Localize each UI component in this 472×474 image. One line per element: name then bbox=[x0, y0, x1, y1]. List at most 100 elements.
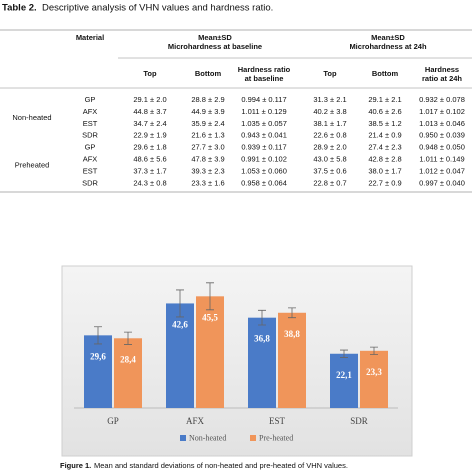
bar bbox=[248, 317, 276, 408]
cell: 44.9 ± 3.9 bbox=[191, 107, 224, 116]
cell: 48.6 ± 5.6 bbox=[133, 154, 166, 163]
bar bbox=[360, 350, 388, 408]
cell: 28.8 ± 2.9 bbox=[191, 95, 224, 104]
value-label: 38,8 bbox=[284, 329, 300, 339]
cell: 1.035 ± 0.057 bbox=[241, 119, 287, 128]
cell: 31.3 ± 2.1 bbox=[313, 95, 346, 104]
cell: 0.994 ± 0.117 bbox=[241, 95, 286, 104]
cell: 28.9 ± 2.0 bbox=[313, 143, 346, 152]
cell: 0.948 ± 0.050 bbox=[419, 143, 465, 152]
column-header: Bottom bbox=[372, 69, 399, 78]
column-header: at baseline bbox=[245, 74, 284, 83]
cell: 0.939 ± 0.117 bbox=[241, 143, 286, 152]
x-tick-label: EST bbox=[269, 416, 286, 426]
column-header: Hardness bbox=[425, 65, 459, 74]
cell: 40.6 ± 2.6 bbox=[368, 107, 401, 116]
x-tick-label: GP bbox=[107, 416, 119, 426]
column-header: Top bbox=[143, 69, 157, 78]
bar bbox=[196, 296, 224, 408]
cell: 37.5 ± 0.6 bbox=[313, 166, 346, 175]
cell: 0.991 ± 0.102 bbox=[241, 154, 287, 163]
cell: 35.9 ± 2.4 bbox=[191, 119, 224, 128]
cell: GP bbox=[85, 143, 96, 152]
cell: 47.8 ± 3.9 bbox=[191, 154, 224, 163]
cell: 42.8 ± 2.8 bbox=[368, 154, 401, 163]
section-label: Preheated bbox=[15, 160, 50, 169]
cell: 24.3 ± 0.8 bbox=[133, 178, 166, 187]
cell: AFX bbox=[83, 107, 98, 116]
value-label: 23,3 bbox=[366, 367, 382, 377]
cell: 0.950 ± 0.039 bbox=[419, 131, 465, 140]
cell: 37.3 ± 1.7 bbox=[133, 166, 166, 175]
cell: 44.8 ± 3.7 bbox=[133, 107, 166, 116]
cell: 29.1 ± 2.1 bbox=[368, 95, 401, 104]
bar bbox=[114, 338, 142, 408]
x-tick-label: SDR bbox=[350, 416, 368, 426]
cell: SDR bbox=[82, 178, 98, 187]
cell: 29.6 ± 1.8 bbox=[133, 143, 166, 152]
cell: 22.6 ± 0.8 bbox=[313, 131, 346, 140]
figure-caption: Mean and standard deviations of non-heat… bbox=[94, 461, 348, 470]
value-label: 29,6 bbox=[90, 351, 106, 361]
cell: AFX bbox=[83, 154, 98, 163]
group-header: Microhardness at baseline bbox=[168, 42, 262, 51]
error-bar bbox=[258, 309, 266, 326]
cell: 22.7 ± 0.9 bbox=[368, 178, 401, 187]
cell: 1.011 ± 0.129 bbox=[241, 107, 286, 116]
figure-label: Figure 1. bbox=[60, 461, 91, 470]
table-title: Descriptive analysis of VHN values and h… bbox=[42, 3, 273, 14]
cell: 0.943 ± 0.041 bbox=[241, 131, 287, 140]
group-header: Mean±SD bbox=[371, 33, 405, 42]
cell: 27.7 ± 3.0 bbox=[191, 143, 224, 152]
error-bar bbox=[176, 289, 184, 318]
column-header: Hardness ratio bbox=[238, 65, 291, 74]
header: Material bbox=[76, 33, 104, 42]
cell: GP bbox=[85, 95, 96, 104]
column-header: Bottom bbox=[195, 69, 222, 78]
cell: 0.997 ± 0.040 bbox=[419, 178, 465, 187]
cell: 1.013 ± 0.046 bbox=[419, 119, 465, 128]
cell: 39.3 ± 2.3 bbox=[191, 166, 224, 175]
cell: 0.958 ± 0.064 bbox=[241, 178, 287, 187]
cell: 0.932 ± 0.078 bbox=[419, 95, 465, 104]
cell: 27.4 ± 2.3 bbox=[368, 143, 401, 152]
table-label: Table 2. bbox=[2, 3, 37, 14]
bar bbox=[84, 335, 112, 408]
error-bar bbox=[340, 349, 348, 358]
legend-label: Pre-heated bbox=[259, 433, 293, 442]
error-bar bbox=[124, 331, 132, 345]
cell: 43.0 ± 5.8 bbox=[313, 154, 346, 163]
bar bbox=[278, 312, 306, 408]
error-bar bbox=[288, 307, 296, 319]
cell: 29.1 ± 2.0 bbox=[133, 95, 166, 104]
cell: 1.053 ± 0.060 bbox=[241, 166, 287, 175]
cell: 1.017 ± 0.102 bbox=[419, 107, 465, 116]
cell: 38.1 ± 1.7 bbox=[313, 119, 346, 128]
cell: EST bbox=[83, 119, 98, 128]
column-header: Top bbox=[323, 69, 337, 78]
legend-swatch bbox=[250, 435, 256, 441]
cell: 22.9 ± 1.9 bbox=[133, 131, 166, 140]
error-bar bbox=[370, 346, 378, 355]
x-tick-label: AFX bbox=[186, 416, 205, 426]
cell: 21.4 ± 0.9 bbox=[368, 131, 401, 140]
group-header: Microhardness at 24h bbox=[349, 42, 427, 51]
bar bbox=[166, 303, 194, 408]
value-label: 22,1 bbox=[336, 370, 352, 380]
cell: 21.6 ± 1.3 bbox=[191, 131, 224, 140]
cell: 40.2 ± 3.8 bbox=[313, 107, 346, 116]
cell: 23.3 ± 1.6 bbox=[191, 178, 224, 187]
error-bar bbox=[94, 326, 102, 345]
value-label: 36,8 bbox=[254, 334, 270, 344]
group-header: Mean±SD bbox=[198, 33, 232, 42]
value-label: 28,4 bbox=[120, 354, 136, 364]
cell: 1.012 ± 0.047 bbox=[419, 166, 465, 175]
column-header: ratio at 24h bbox=[422, 74, 462, 83]
legend-swatch bbox=[180, 435, 186, 441]
legend-label: Non-heated bbox=[189, 433, 226, 442]
cell: SDR bbox=[82, 131, 98, 140]
value-label: 45,5 bbox=[202, 312, 218, 322]
section-label: Non-heated bbox=[12, 113, 51, 122]
cell: 38.0 ± 1.7 bbox=[368, 166, 401, 175]
